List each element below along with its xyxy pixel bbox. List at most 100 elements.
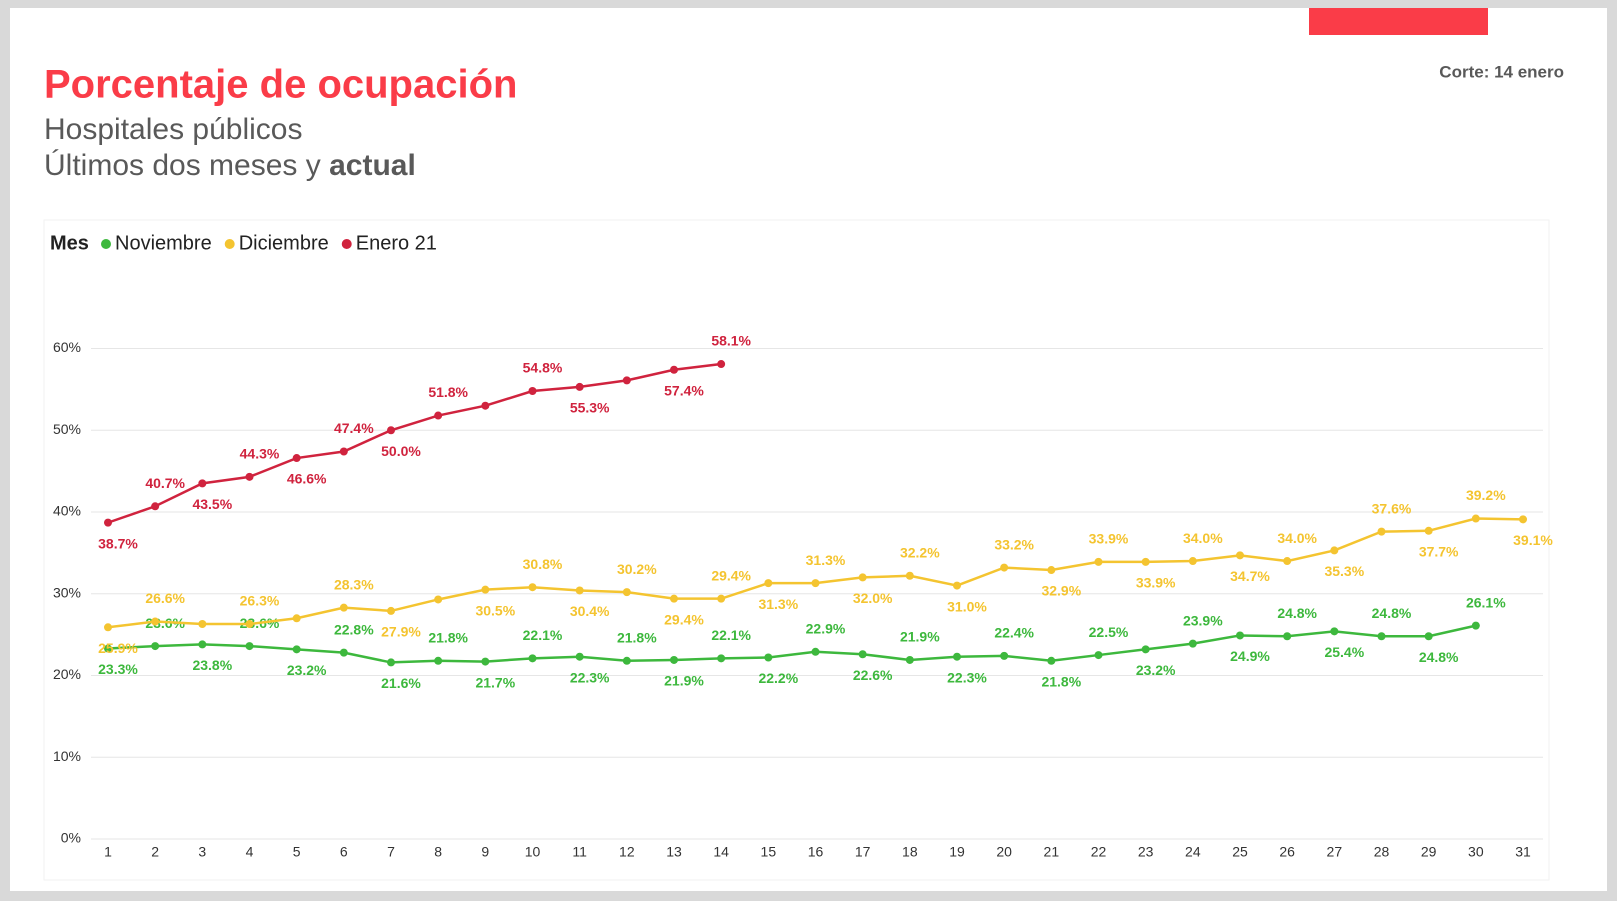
legend-title: Mes <box>50 232 89 254</box>
data-label: 24.9% <box>1230 648 1270 664</box>
chart-area <box>43 219 1550 881</box>
data-point <box>670 594 678 603</box>
data-label: 27.9% <box>381 624 421 640</box>
x-tick-label: 9 <box>481 844 489 860</box>
data-point <box>434 411 443 420</box>
data-point <box>1377 632 1386 641</box>
data-point <box>104 518 112 527</box>
data-label: 22.3% <box>570 669 610 685</box>
legend-label: Enero 21 <box>356 232 437 254</box>
x-tick-label: 29 <box>1421 844 1437 860</box>
data-label: 57.4% <box>664 382 704 398</box>
data-label: 26.3% <box>240 593 280 609</box>
data-point <box>198 479 207 488</box>
data-point <box>1283 632 1292 641</box>
data-label: 21.6% <box>381 675 421 691</box>
x-tick-label: 11 <box>572 844 587 860</box>
data-label: 22.1% <box>523 627 563 643</box>
data-point <box>387 606 395 615</box>
data-point <box>528 387 537 396</box>
data-point <box>717 594 726 603</box>
y-tick-label: 40% <box>53 503 81 519</box>
data-point <box>434 595 443 604</box>
data-label: 24.8% <box>1372 605 1412 621</box>
x-tick-label: 5 <box>293 844 301 860</box>
data-point <box>151 502 160 511</box>
data-label: 22.1% <box>711 627 751 643</box>
data-label: 26.6% <box>145 590 185 606</box>
data-label: 22.2% <box>758 670 798 686</box>
data-label: 39.1% <box>1513 532 1553 548</box>
subtitle2: Últimos dos meses y actual <box>44 149 416 182</box>
data-point <box>151 617 160 626</box>
data-point <box>764 653 773 662</box>
data-point <box>1141 557 1150 566</box>
data-label: 30.8% <box>523 556 563 572</box>
data-label: 31.0% <box>947 598 987 614</box>
data-point <box>1000 651 1009 660</box>
data-label: 58.1% <box>711 333 751 349</box>
data-point <box>1236 551 1244 560</box>
data-label: 31.3% <box>758 596 798 612</box>
data-point <box>1047 656 1056 665</box>
y-tick-label: 30% <box>53 584 81 600</box>
subtitle: Hospitales públicos <box>44 113 302 146</box>
x-tick-label: 31 <box>1515 844 1531 860</box>
legend-label: Noviembre <box>115 232 212 254</box>
x-tick-label: 15 <box>761 844 777 860</box>
legend-marker <box>341 239 352 249</box>
data-point <box>858 650 867 659</box>
x-tick-label: 27 <box>1327 844 1343 860</box>
subtitle2-bold: actual <box>329 149 416 182</box>
data-label: 32.2% <box>900 544 940 560</box>
data-point <box>764 579 773 588</box>
data-point <box>245 472 254 481</box>
data-label: 38.7% <box>98 535 138 551</box>
data-point <box>858 573 867 582</box>
data-label: 25.9% <box>98 640 138 656</box>
x-tick-label: 19 <box>949 844 965 860</box>
data-label: 28.3% <box>334 576 374 592</box>
x-tick-label: 24 <box>1185 844 1201 860</box>
data-label: 31.3% <box>806 552 846 568</box>
data-point <box>387 658 395 667</box>
data-label: 30.5% <box>475 602 515 618</box>
data-label: 21.9% <box>900 629 940 645</box>
data-point <box>245 642 254 651</box>
data-label: 23.2% <box>287 662 327 678</box>
data-point <box>575 586 584 595</box>
data-label: 37.6% <box>1372 500 1412 516</box>
data-point <box>1471 514 1480 523</box>
data-label: 50.0% <box>381 443 421 459</box>
data-point <box>528 583 537 592</box>
data-point <box>245 619 254 628</box>
data-point <box>670 655 678 664</box>
data-point <box>622 588 631 597</box>
data-label: 22.6% <box>853 667 893 683</box>
data-label: 29.4% <box>711 567 751 583</box>
data-point <box>1141 645 1150 654</box>
data-label: 34.0% <box>1183 530 1223 546</box>
subtitle2-text: Últimos dos meses y <box>44 149 329 182</box>
data-point <box>481 585 490 594</box>
data-point <box>528 654 537 663</box>
x-tick-label: 14 <box>713 844 729 860</box>
data-label: 25.4% <box>1324 644 1364 660</box>
x-tick-label: 30 <box>1468 844 1484 860</box>
x-tick-label: 17 <box>855 844 871 860</box>
data-label: 22.4% <box>994 625 1034 641</box>
data-label: 33.9% <box>1136 575 1176 591</box>
data-point <box>1188 639 1197 648</box>
series-line <box>107 362 722 524</box>
data-point <box>1000 563 1009 572</box>
data-point <box>292 645 301 654</box>
chart-title: Porcentaje de ocupación <box>44 63 517 107</box>
accent-bar <box>1309 8 1488 35</box>
data-point <box>481 657 490 666</box>
data-label: 23.9% <box>1183 612 1223 628</box>
data-label: 30.2% <box>617 561 657 577</box>
data-point <box>1094 557 1103 566</box>
data-label: 34.0% <box>1277 530 1317 546</box>
series-line <box>107 624 1477 664</box>
